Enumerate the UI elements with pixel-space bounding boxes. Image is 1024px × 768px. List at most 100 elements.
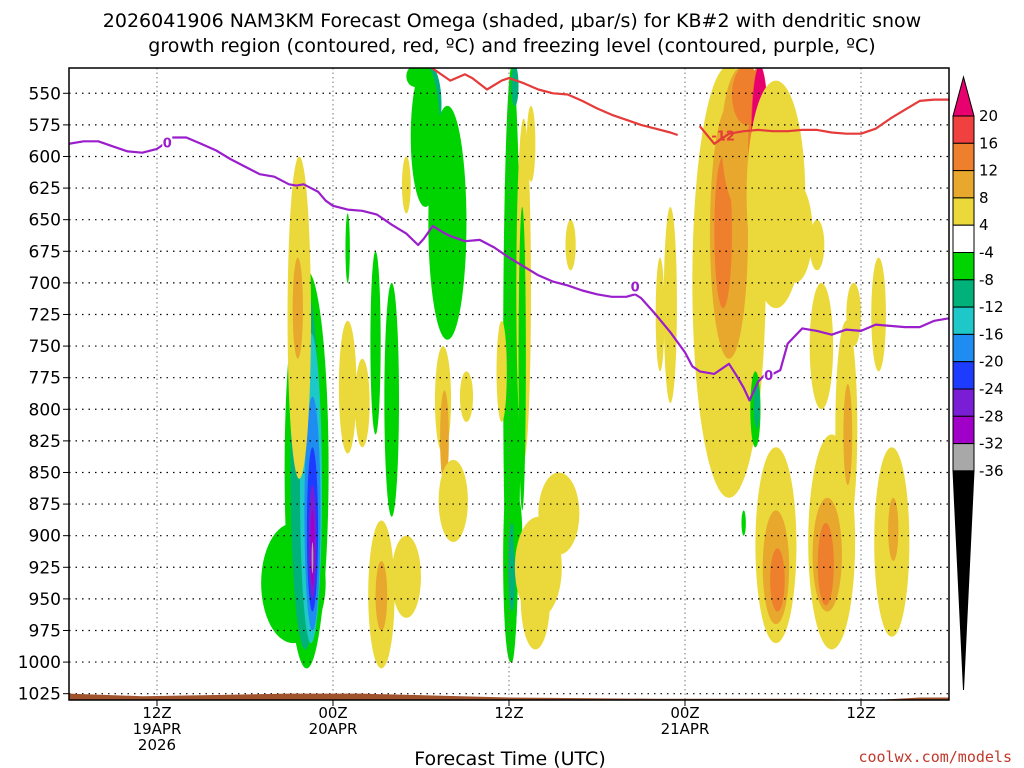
colorbar-box-4 — [952, 224, 975, 253]
omega-region-14 — [345, 213, 350, 283]
omega-region-42 — [663, 207, 677, 403]
x-tick-label-0-0: 12Z — [142, 704, 171, 722]
omega-region-12 — [355, 358, 370, 448]
freezing-level-label-2: 0 — [764, 369, 773, 384]
dgz-label: -12 — [711, 129, 735, 144]
omega-region-11 — [338, 320, 357, 454]
omega-region-61 — [770, 548, 785, 612]
colorbar-box-6 — [952, 279, 975, 308]
omega-region-68 — [871, 257, 886, 372]
omega-region-17 — [375, 560, 388, 631]
omega-region-34 — [518, 207, 526, 511]
colorbar-box-0 — [952, 115, 975, 144]
omega-region-18 — [391, 535, 422, 618]
contour-line-2 — [698, 98, 949, 145]
colorbar-top-arrow — [952, 75, 975, 117]
omega-region-21 — [406, 68, 424, 87]
colorbar-box-2 — [952, 170, 975, 199]
omega-region-27 — [438, 459, 468, 542]
y-tick-label-950: 950 — [29, 590, 61, 610]
y-tick-label-925: 925 — [29, 558, 61, 578]
freezing-level-label-0: 0 — [163, 137, 172, 152]
omega-region-24 — [401, 156, 411, 214]
colorbar-label-6: -8 — [979, 271, 994, 289]
colorbar-label-0: 20 — [979, 107, 998, 125]
y-tick-label-850: 850 — [29, 463, 61, 483]
colorbar-label-11: -28 — [979, 407, 1004, 425]
omega-region-53 — [777, 181, 813, 283]
colorbar-box-3 — [952, 197, 975, 226]
colorbar-label-12: -32 — [979, 435, 1004, 453]
y-tick-label-825: 825 — [29, 432, 61, 452]
y-tick-label-700: 700 — [29, 274, 61, 294]
credit-text: coolwx.com/models — [858, 748, 1012, 766]
colorbar-label-3: 8 — [979, 189, 989, 207]
x-axis-label: Forecast Time (UTC) — [414, 748, 605, 768]
omega-region-54 — [809, 219, 825, 271]
chart-title-line1: 2026041906 NAM3KM Forecast Omega (shaded… — [103, 10, 921, 32]
y-tick-label-800: 800 — [29, 400, 61, 420]
y-tick-label-875: 875 — [29, 495, 61, 515]
colorbar: 20 16 12 8 4 -4 -8 -12 -16 -20 -24 -28 -32 -36 — [952, 75, 1004, 691]
x-tick-label-2-0: 12Z — [494, 704, 523, 722]
chart-title-line2: growth region (contoured, red, ºC) and f… — [148, 35, 875, 57]
terrain-fill — [69, 693, 949, 700]
colorbar-label-2: 12 — [979, 162, 998, 180]
grid-lines — [69, 68, 949, 700]
y-tick-label-975: 975 — [29, 621, 61, 641]
omega-region-55 — [809, 282, 834, 410]
y-tick-label-675: 675 — [29, 242, 61, 262]
y-tick-label-550: 550 — [29, 84, 61, 104]
colorbar-bottom-arrow — [952, 470, 975, 691]
freezing-label-bg-2 — [763, 367, 774, 383]
freezing-level-label-1: 0 — [631, 281, 640, 296]
colorbar-box-12 — [952, 443, 975, 472]
colorbar-box-11 — [952, 415, 975, 445]
x-tick-label-3-0: 00Z — [670, 704, 699, 722]
colorbar-label-8: -16 — [979, 325, 1004, 343]
terrain-shape — [69, 693, 949, 700]
colorbar-label-13: -36 — [979, 462, 1004, 480]
y-tick-label-625: 625 — [29, 179, 61, 199]
x-tick-label-0-1: 19APR — [133, 720, 182, 738]
y-tick-label-725: 725 — [29, 305, 61, 325]
x-tick-label-1-1: 20APR — [309, 720, 358, 738]
colorbar-label-7: -12 — [979, 298, 1004, 316]
freezing-label-bg-0 — [162, 134, 173, 150]
y-axis: 550 575 600 625 650 675 700 725 750 775 800 825 850 8… — [18, 84, 69, 705]
omega-region-67 — [846, 282, 862, 347]
y-tick-label-775: 775 — [29, 369, 61, 389]
colorbar-box-7 — [952, 306, 975, 335]
omega-region-41 — [565, 219, 576, 271]
omega-region-8 — [311, 542, 314, 574]
contour-line-0 — [69, 136, 949, 402]
colorbar-box-9 — [952, 361, 975, 390]
omega-region-46 — [714, 156, 732, 309]
omega-region-66 — [843, 384, 853, 486]
contour-line-1 — [429, 68, 679, 137]
y-tick-label-1000: 1000 — [18, 653, 61, 673]
omega-region-36 — [496, 320, 507, 422]
omega-region-35 — [526, 105, 536, 182]
omega-region-70 — [888, 497, 899, 561]
y-tick-label-1025: 1025 — [18, 685, 61, 705]
colorbar-box-10 — [952, 388, 975, 417]
omega-region-30 — [511, 68, 519, 106]
omega-region-13 — [370, 251, 381, 435]
omega-shading — [261, 68, 910, 669]
omega-region-40 — [520, 548, 551, 650]
omega-region-58 — [741, 510, 746, 536]
y-tick-label-600: 600 — [29, 147, 61, 167]
colorbar-label-1: 16 — [979, 134, 998, 152]
colorbar-label-4: 4 — [979, 216, 989, 234]
y-tick-label-750: 750 — [29, 337, 61, 357]
omega-region-43 — [655, 257, 665, 372]
x-tick-label-4-0: 12Z — [846, 704, 875, 722]
y-tick-label-575: 575 — [29, 116, 61, 136]
omega-region-15 — [384, 282, 399, 517]
omega-region-23 — [438, 181, 463, 283]
colorbar-label-5: -4 — [979, 244, 994, 262]
omega-region-10 — [292, 257, 303, 359]
